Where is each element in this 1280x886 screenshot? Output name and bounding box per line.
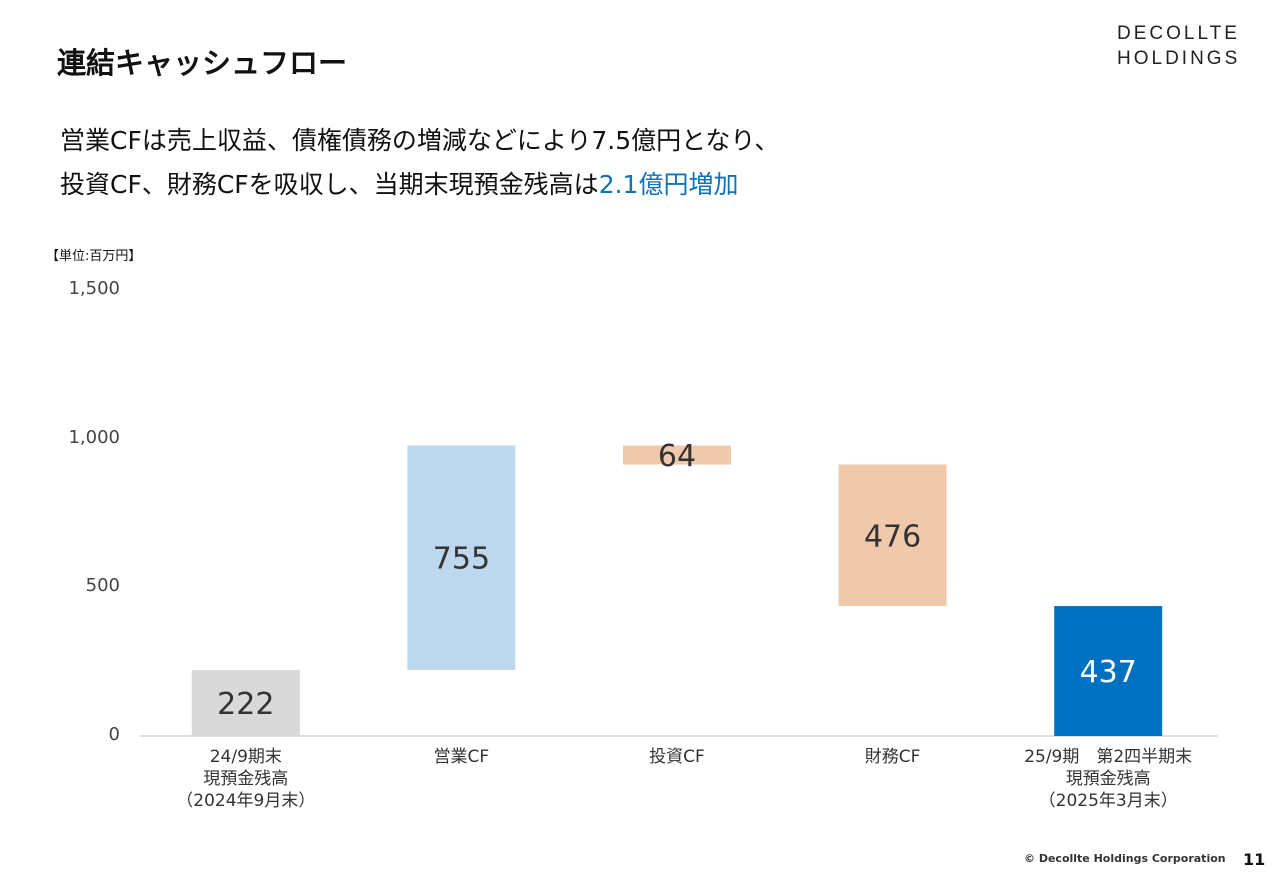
category-label: 営業CF bbox=[341, 746, 581, 768]
bar bbox=[407, 445, 516, 670]
logo-line-1: DECOLLTE bbox=[1117, 23, 1240, 44]
bar bbox=[1054, 606, 1163, 736]
category-label-line: （2024年9月末） bbox=[176, 791, 316, 811]
bar bbox=[623, 445, 731, 465]
category-label: 25/9期 第2四半期末 現預金残高 （2025年3月末） bbox=[988, 746, 1228, 812]
bar-value-label: 222 bbox=[217, 687, 274, 722]
category-label-line: 財務CF bbox=[864, 747, 921, 767]
bar-value-label: 476 bbox=[864, 519, 921, 554]
y-tick-label: 500 bbox=[85, 575, 120, 597]
headline-line-2: 投資CF、財務CFを吸収し、当期末現預金残高は2.1億円増加 bbox=[60, 163, 779, 207]
headline-line-2-text: 投資CF、財務CFを吸収し、当期末現預金残高は bbox=[60, 170, 599, 199]
y-tick-label: 0 bbox=[108, 724, 120, 745]
bar bbox=[191, 669, 300, 736]
y-tick-label: 1,000 bbox=[68, 426, 120, 448]
category-label: 投資CF bbox=[557, 746, 797, 768]
headline-highlight: 2.1億円増加 bbox=[598, 170, 739, 199]
footer-copyright: © Decollte Holdings Corporation bbox=[1024, 852, 1226, 865]
bar-value-label: 64 bbox=[658, 439, 696, 474]
bar bbox=[838, 464, 947, 607]
category-label-line: 24/9期末 bbox=[209, 747, 282, 767]
bar-value-label: 755 bbox=[433, 542, 490, 577]
headline-line-1: 営業CFは売上収益、債権債務の増減などにより7.5億円となり、 bbox=[60, 126, 780, 155]
page-number: 11 bbox=[1243, 850, 1266, 869]
category-label-line: （2025年3月末） bbox=[1038, 791, 1178, 811]
logo-line-2: HOLDINGS bbox=[1117, 48, 1241, 69]
category-label: 財務CF bbox=[773, 746, 1013, 768]
bar-value-label: 437 bbox=[1080, 655, 1137, 690]
category-label-line: 投資CF bbox=[649, 747, 705, 767]
category-label-line: 現預金残高 bbox=[203, 769, 289, 789]
company-logo: DECOLLTE HOLDINGS bbox=[1117, 21, 1240, 71]
unit-label: 【単位:百万円】 bbox=[46, 249, 142, 264]
category-label-line: 現預金残高 bbox=[1065, 769, 1151, 789]
page-title: 連結キャッシュフロー bbox=[57, 46, 348, 80]
category-label-line: 25/9期 第2四半期末 bbox=[1024, 747, 1193, 767]
headline: 営業CFは売上収益、債権債務の増減などにより7.5億円となり、 投資CF、財務C… bbox=[60, 119, 779, 207]
y-tick-label: 1,500 bbox=[68, 278, 120, 299]
category-label: 24/9期末 現預金残高 （2024年9月末） bbox=[126, 746, 366, 812]
category-label-line: 営業CF bbox=[433, 747, 490, 767]
